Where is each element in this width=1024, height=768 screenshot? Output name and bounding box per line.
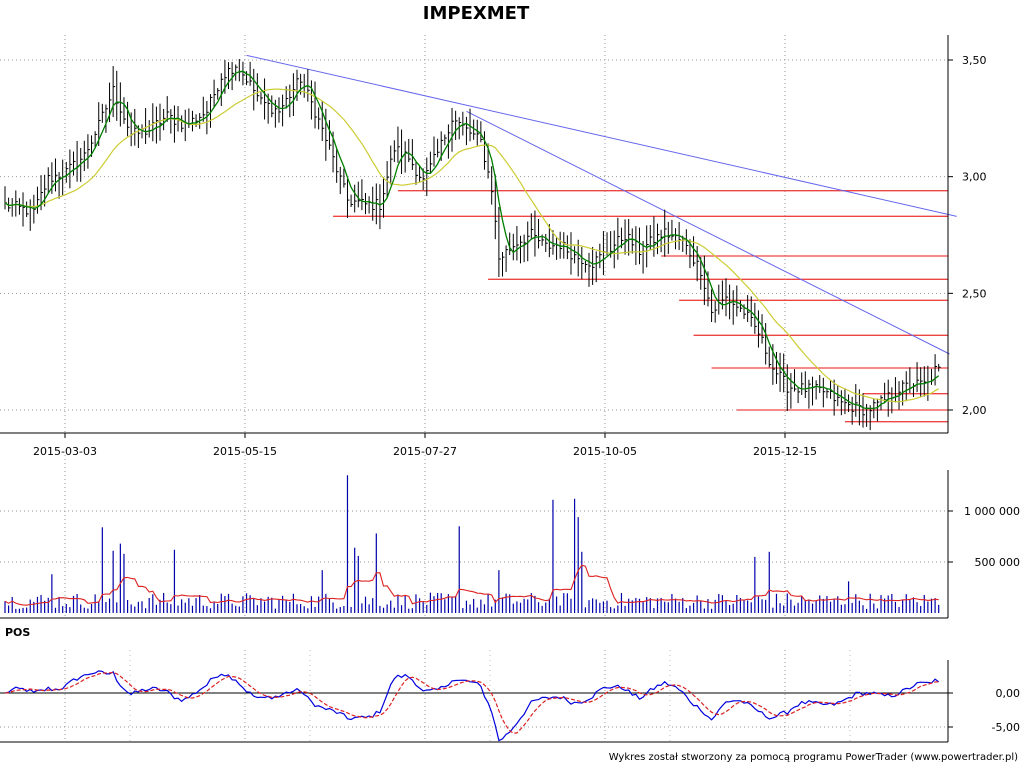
volume-average-line (4, 564, 939, 606)
support-lines (333, 190, 948, 423)
volume-y-tick-label: 1 000 000 (964, 505, 1020, 518)
chart-title: IMPEXMET (423, 3, 530, 24)
x-tick-label: 2015-07-27 (393, 445, 457, 458)
pos-line (4, 670, 940, 742)
moving-average-short-line (4, 70, 940, 410)
price-bars (4, 58, 941, 431)
trend-line (246, 54, 957, 217)
x-tick-label: 2015-10-05 (573, 445, 637, 458)
pos-y-tick-label: -5,00 (992, 721, 1020, 734)
pos-indicator (0, 670, 948, 742)
trend-lines (246, 54, 957, 355)
price-y-tick-label: 3,00 (962, 171, 987, 184)
volume-bars (4, 475, 940, 613)
moving-average-long-line (4, 88, 939, 403)
x-tick-label: 2015-05-15 (213, 445, 277, 458)
pos-panel-label: POS (5, 626, 30, 639)
pos-y-tick-label: 0,00 (996, 687, 1021, 700)
price-y-tick-label: 2,50 (962, 287, 987, 300)
volume-y-tick-label: 500 000 (975, 556, 1021, 569)
axes: 3,50 3,00 2,50 2,00 2015-03-03 2015-05-15 2015… (0, 35, 1021, 743)
x-tick-label: 2015-12-15 (753, 445, 817, 458)
moving-averages (4, 70, 940, 410)
x-tick-label: 2015-03-03 (33, 445, 97, 458)
footer-credit: Wykres został stworzony za pomocą progra… (609, 752, 1018, 763)
trend-line (466, 110, 950, 355)
price-y-tick-label: 2,00 (962, 404, 987, 417)
price-grid (0, 35, 948, 742)
price-y-tick-label: 3,50 (962, 54, 987, 67)
pos-signal-line (4, 671, 939, 734)
